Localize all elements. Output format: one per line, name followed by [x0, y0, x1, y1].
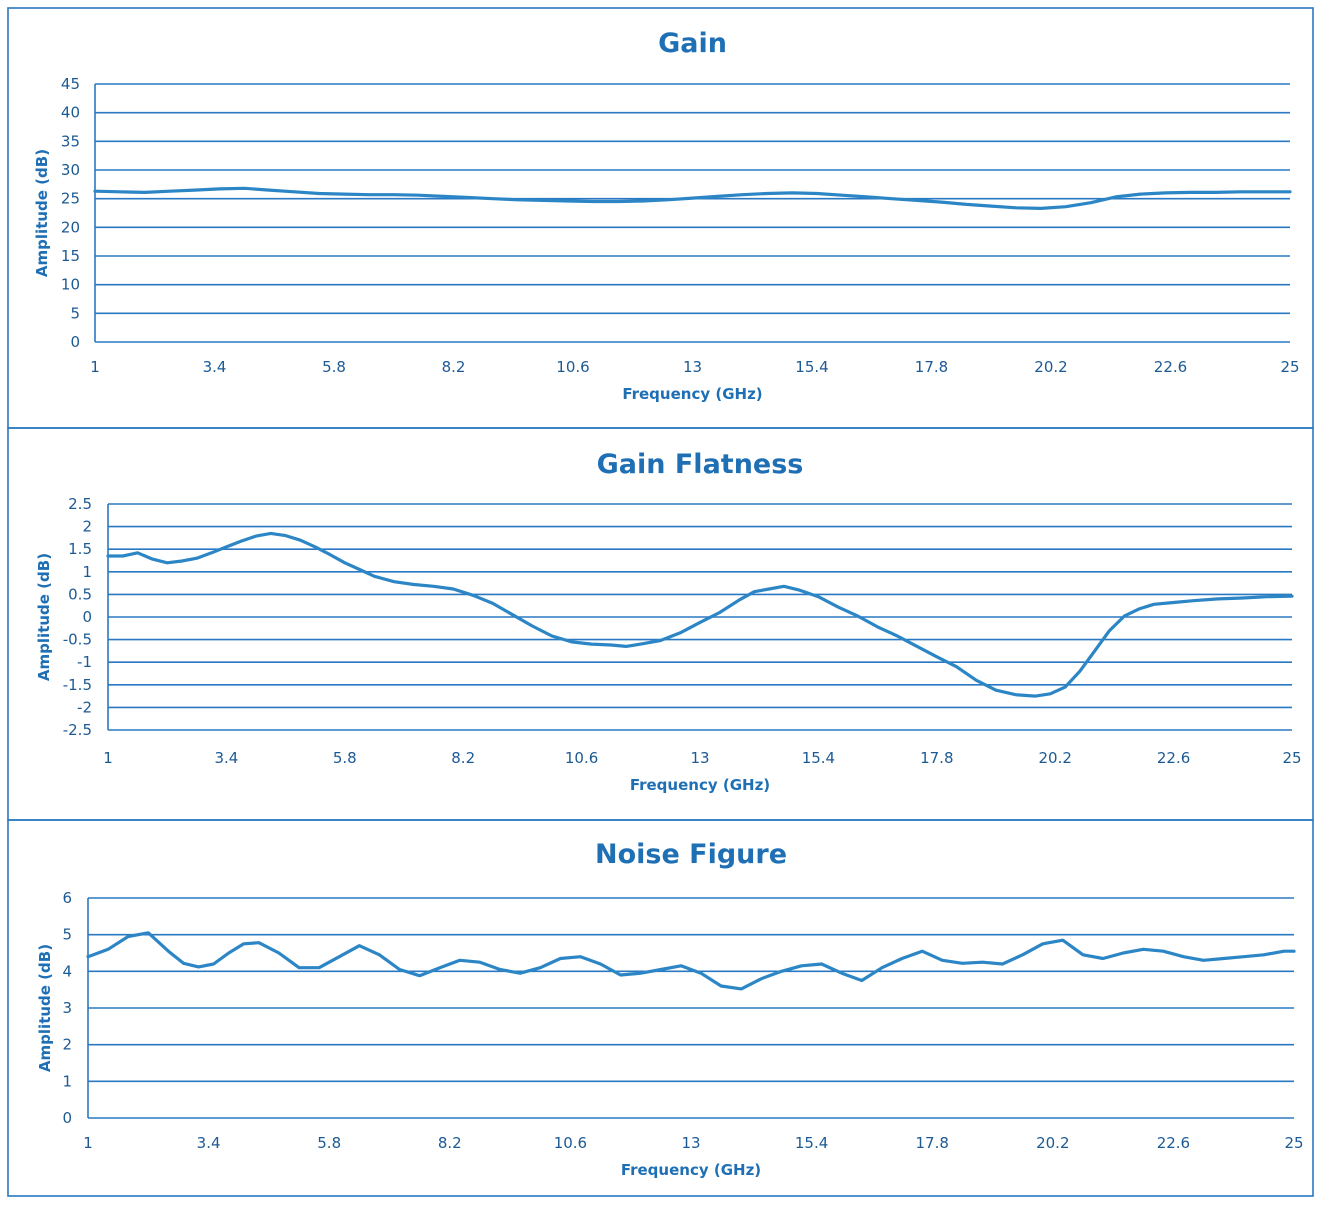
noise-figure-panel-frame [7, 819, 1314, 1197]
gain-flatness-y-tick-label: -1 [77, 653, 92, 671]
gain-x-tick-label: 5.8 [322, 358, 346, 376]
noise-figure-x-tick-label: 22.6 [1157, 1134, 1190, 1152]
gain-chart: Gain 0 5 10 15 20 25 30 35 40 45 1 3.4 5.8 8.2 10.6 13 15… [33, 28, 1300, 403]
noise-figure-x-tick-label: 13 [681, 1134, 700, 1152]
gain-flatness-x-tick-label: 5.8 [333, 749, 357, 767]
gain-y-tick-label: 40 [61, 104, 80, 122]
gain-flatness-x-tick-label: 8.2 [451, 749, 475, 767]
gain-flatness-y-tick-label: 2.5 [68, 495, 92, 513]
noise-figure-x-tick-label: 20.2 [1036, 1134, 1069, 1152]
gain-y-tick-label: 5 [70, 304, 80, 322]
panel-frames [7, 7, 1314, 1197]
gain-y-tick-label: 35 [61, 132, 80, 150]
gain-flatness-series-line [106, 531, 1294, 698]
noise-figure-y-tick-label: 0 [62, 1109, 72, 1127]
noise-figure-y-tick-label: 3 [62, 999, 72, 1017]
gain-flatness-x-axis-label: Frequency (GHz) [630, 776, 770, 794]
gain-flatness-y-axis-label: Amplitude (dB) [35, 553, 53, 681]
gain-flatness-y-tick-label: 1 [82, 563, 92, 581]
noise-figure-y-tick-label: 5 [62, 926, 72, 944]
noise-figure-y-tick-label: 1 [62, 1072, 72, 1090]
noise-figure-x-tick-label: 15.4 [795, 1134, 828, 1152]
noise-figure-x-tick-label: 3.4 [197, 1134, 221, 1152]
gain-y-tick-label: 30 [61, 161, 80, 179]
gain-y-tick-label: 15 [61, 247, 80, 265]
gain-flatness-y-tick-label: -2.5 [63, 721, 92, 739]
gain-series-line [93, 186, 1292, 210]
noise-figure-x-axis-label: Frequency (GHz) [621, 1161, 761, 1179]
gain-x-tick-label: 10.6 [556, 358, 589, 376]
gain-flatness-x-tick-label: 17.8 [920, 749, 953, 767]
gain-y-tick-label: 25 [61, 190, 80, 208]
noise-figure-y-axis-label: Amplitude (dB) [36, 944, 54, 1072]
noise-figure-x-tick-label: 5.8 [317, 1134, 341, 1152]
gain-flatness-y-tick-label: -2 [77, 698, 92, 716]
gain-flatness-x-tick-label: 25 [1282, 749, 1301, 767]
gain-flatness-x-tick-label: 3.4 [214, 749, 238, 767]
gain-x-axis-label: Frequency (GHz) [622, 385, 762, 403]
noise-figure-x-tick-label: 25 [1284, 1134, 1303, 1152]
noise-figure-x-tick-label: 8.2 [438, 1134, 462, 1152]
noise-figure-x-tick-label: 10.6 [554, 1134, 587, 1152]
gain-x-tick-label: 20.2 [1034, 358, 1067, 376]
gain-flatness-y-tick-label: 0 [82, 608, 92, 626]
gain-x-tick-label: 17.8 [915, 358, 948, 376]
gain-flatness-x-tick-label: 22.6 [1157, 749, 1190, 767]
gain-flatness-x-tick-label: 10.6 [565, 749, 598, 767]
gain-x-tick-label: 1 [90, 358, 100, 376]
gain-flatness-title: Gain Flatness [597, 449, 804, 480]
gain-flatness-y-tick-label: -0.5 [63, 631, 92, 649]
noise-figure-series-line [86, 931, 1296, 991]
gain-flatness-x-tick-label: 13 [690, 749, 709, 767]
gain-flatness-y-tick-label: 0.5 [68, 585, 92, 603]
noise-figure-title: Noise Figure [595, 839, 787, 870]
noise-figure-y-tick-label: 2 [62, 1036, 72, 1054]
noise-figure-y-tick-label: 4 [62, 962, 72, 980]
gain-flatness-x-tick-label: 15.4 [802, 749, 835, 767]
gain-x-tick-label: 22.6 [1154, 358, 1187, 376]
gain-x-tick-label: 3.4 [203, 358, 227, 376]
gain-y-tick-label: 0 [70, 333, 80, 351]
gain-flatness-chart: Gain Flatness-2.5-2-1.5-1-0.500.511.522.… [35, 449, 1302, 794]
noise-figure-x-tick-label: 17.8 [915, 1134, 948, 1152]
noise-figure-x-tick-label: 1 [83, 1134, 93, 1152]
gain-x-tick-label: 13 [683, 358, 702, 376]
gain-y-tick-label: 45 [61, 75, 80, 93]
gain-flatness-x-tick-label: 1 [103, 749, 113, 767]
gain-flatness-y-tick-label: 2 [82, 518, 92, 536]
gain-x-tick-label: 25 [1280, 358, 1299, 376]
gain-x-tick-label: 8.2 [442, 358, 466, 376]
gain-y-axis-label: Amplitude (dB) [33, 149, 51, 277]
noise-figure-y-tick-label: 6 [62, 889, 72, 907]
gain-flatness-y-tick-label: -1.5 [63, 676, 92, 694]
gain-flatness-x-tick-label: 20.2 [1038, 749, 1071, 767]
gain-y-tick-label: 10 [61, 276, 80, 294]
gain-title: Gain [658, 28, 727, 59]
gain-flatness-y-tick-label: 1.5 [68, 540, 92, 558]
gain-x-tick-label: 15.4 [795, 358, 828, 376]
gain-y-tick-label: 20 [61, 218, 80, 236]
